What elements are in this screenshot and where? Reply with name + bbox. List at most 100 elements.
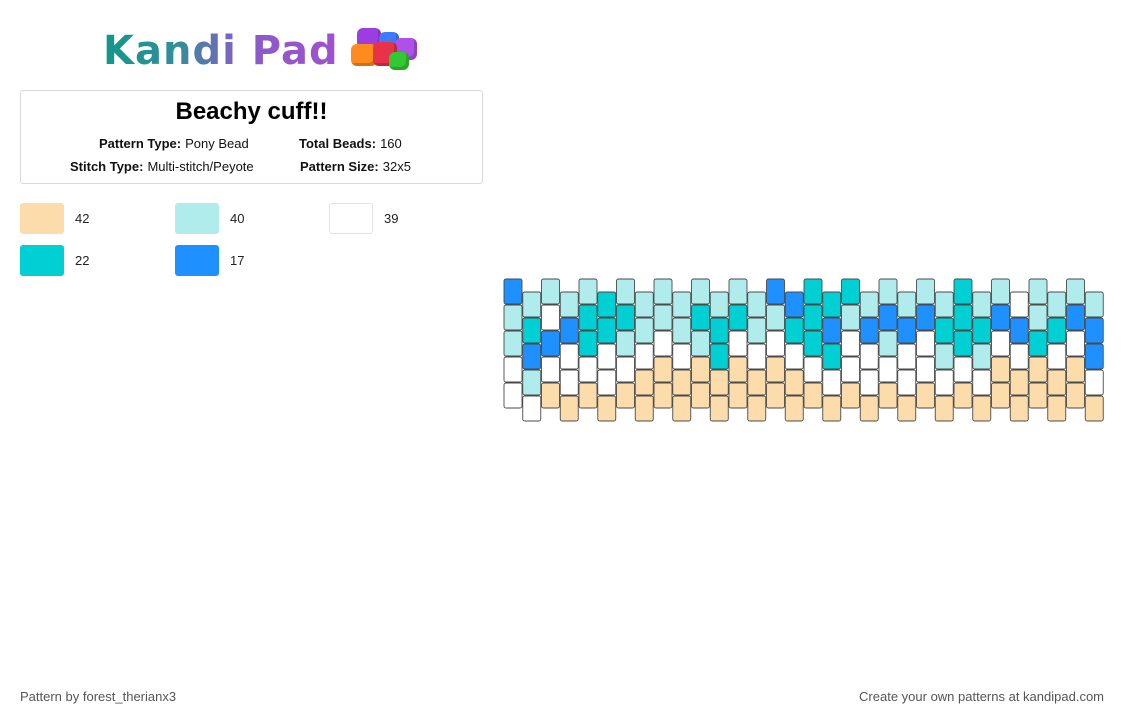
bead-c0-r1 [503,304,523,331]
bead-c14-r3 [766,356,785,383]
bead-c5-r0 [597,291,617,318]
bead-c24-r4 [953,382,973,409]
bead-c2-r2 [541,330,560,357]
bead-c7-r4 [634,395,654,422]
bead-c20-r3 [878,356,898,383]
bead-c1-r1 [522,317,542,344]
bead-c27-r4 [1009,395,1029,422]
bead-c26-r0 [991,278,1010,305]
stitch-type-value: Multi-stitch/Peyote [147,159,254,174]
color-count-blue: 17 [230,253,245,268]
bead-c3-r2 [559,343,579,370]
bead-c10-r4 [691,382,710,409]
bead-c27-r1 [1009,317,1029,344]
logo-bead-3 [350,44,377,66]
bead-c10-r0 [691,278,710,305]
bead-c22-r4 [916,382,935,409]
bead-c18-r2 [841,330,860,357]
bead-c16-r4 [803,382,823,409]
bead-c10-r3 [691,356,710,383]
bead-c28-r4 [1028,382,1048,409]
bead-c16-r0 [803,278,823,305]
bead-c2-r1 [541,304,560,331]
bead-c7-r2 [634,343,654,370]
bead-c6-r0 [616,278,635,305]
bead-c16-r2 [803,330,823,357]
bead-c31-r3 [1084,369,1104,396]
bead-c26-r1 [991,304,1010,331]
bead-c25-r1 [972,317,992,344]
bead-c28-r2 [1028,330,1048,357]
bead-c30-r0 [1066,278,1085,305]
bead-c11-r3 [709,369,729,396]
bead-c3-r0 [559,291,579,318]
bead-c28-r1 [1028,304,1048,331]
pattern-size-label: Pattern Size: [300,159,379,174]
bead-c7-r0 [634,291,654,318]
bead-c31-r2 [1084,343,1104,370]
bead-c25-r2 [972,343,992,370]
bead-c17-r4 [822,395,842,422]
bead-c9-r1 [672,317,692,344]
bead-c24-r2 [953,330,973,357]
bead-c30-r2 [1066,330,1085,357]
pattern-size-row: Pattern Size: 32x5 [300,159,411,174]
bead-c19-r0 [859,291,879,318]
bead-c25-r4 [972,395,992,422]
bead-c3-r3 [559,369,579,396]
stitch-type-label: Stitch Type: [70,159,144,174]
bead-c12-r1 [728,304,748,331]
bead-c8-r3 [653,356,673,383]
bead-c26-r3 [991,356,1010,383]
bead-c4-r4 [578,382,598,409]
bead-c15-r0 [784,291,804,318]
kandipad-promo-link[interactable]: Create your own patterns at kandipad.com [859,689,1104,704]
bead-c19-r1 [859,317,879,344]
bead-c8-r1 [653,304,673,331]
bead-c27-r2 [1009,343,1029,370]
pattern-type-row: Pattern Type: Pony Bead [99,136,249,151]
bead-c20-r4 [878,382,898,409]
bead-c8-r2 [653,330,673,357]
bead-c25-r0 [972,291,992,318]
bead-c7-r1 [634,317,654,344]
pattern-type-label: Pattern Type: [99,136,182,151]
bead-c21-r4 [897,395,917,422]
bead-c1-r3 [522,369,542,396]
bead-c11-r0 [709,291,729,318]
color-count-light-aqua: 40 [230,211,245,226]
bead-c18-r4 [841,382,860,409]
kandi-pad-logo[interactable]: Kandi Pad [103,26,427,76]
bead-c24-r1 [953,304,973,331]
color-swatch-blue [175,245,219,276]
bead-c24-r3 [953,356,973,383]
bead-c1-r2 [522,343,542,370]
bead-c13-r2 [747,343,767,370]
bead-c29-r2 [1047,343,1067,370]
bead-c14-r4 [766,382,785,409]
bead-c22-r2 [916,330,935,357]
bead-c13-r1 [747,317,767,344]
bead-c29-r0 [1047,291,1067,318]
total-beads-label: Total Beads: [299,136,377,151]
bead-c6-r4 [616,382,635,409]
bead-c17-r1 [822,317,842,344]
bead-c15-r4 [784,395,804,422]
color-swatch-white [329,203,373,234]
color-count-peach: 42 [75,211,90,226]
bead-c11-r2 [709,343,729,370]
bead-c14-r0 [766,278,785,305]
bead-c30-r4 [1066,382,1085,409]
bead-c4-r3 [578,356,598,383]
bead-c19-r4 [859,395,879,422]
bead-c5-r4 [597,395,617,422]
bead-c8-r4 [653,382,673,409]
bead-c8-r0 [653,278,673,305]
bead-c29-r1 [1047,317,1067,344]
bead-c9-r3 [672,369,692,396]
bead-c19-r2 [859,343,879,370]
bead-c13-r3 [747,369,767,396]
bead-c23-r0 [934,291,954,318]
color-swatch-peach [20,203,64,234]
